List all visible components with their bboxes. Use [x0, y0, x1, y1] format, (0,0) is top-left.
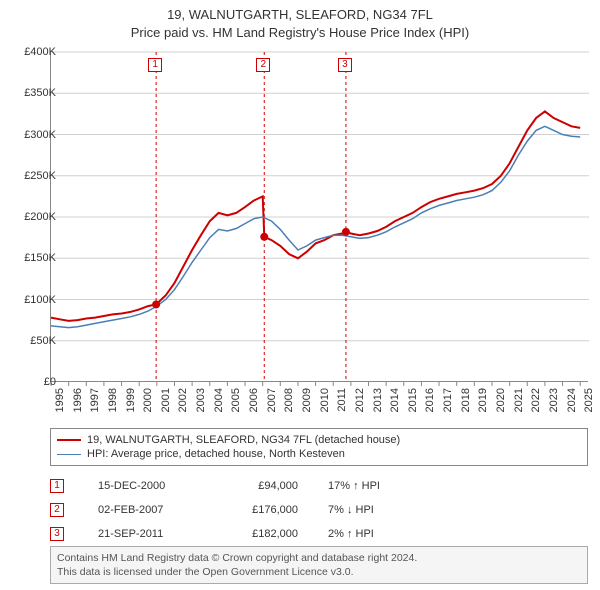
chart-plot-area [50, 52, 588, 382]
footer-licence: This data is licensed under the Open Gov… [57, 565, 581, 579]
x-axis-tick-label: 1999 [125, 388, 137, 412]
x-axis-tick-label: 2004 [213, 388, 225, 412]
sale-marker-flag: 2 [256, 58, 270, 72]
y-axis-tick-label: £50K [30, 335, 56, 347]
x-axis-tick-label: 2007 [266, 388, 278, 412]
legend-row: 19, WALNUTGARTH, SLEAFORD, NG34 7FL (det… [57, 433, 581, 447]
sale-vs-hpi: 7% ↓ HPI [328, 504, 438, 516]
x-axis-tick-label: 2012 [354, 388, 366, 412]
y-axis-tick-label: £350K [24, 87, 56, 99]
x-axis-tick-label: 2002 [177, 388, 189, 412]
x-axis-tick-label: 2017 [442, 388, 454, 412]
y-axis-tick-label: £400K [24, 46, 56, 58]
x-axis-tick-label: 2018 [460, 388, 472, 412]
x-axis-tick-label: 2010 [319, 388, 331, 412]
sale-vs-hpi: 17% ↑ HPI [328, 480, 438, 492]
sale-index-box: 3 [50, 527, 64, 541]
sale-vs-hpi: 2% ↑ HPI [328, 528, 438, 540]
sale-index-box: 1 [50, 479, 64, 493]
y-axis-tick-label: £0 [44, 376, 56, 388]
sale-date: 15-DEC-2000 [98, 480, 198, 492]
sale-marker-flag: 3 [338, 58, 352, 72]
y-axis-tick-label: £150K [24, 252, 56, 264]
chart-legend: 19, WALNUTGARTH, SLEAFORD, NG34 7FL (det… [50, 428, 588, 466]
x-axis-tick-label: 2020 [495, 388, 507, 412]
y-axis-tick-label: £300K [24, 129, 56, 141]
legend-label: HPI: Average price, detached house, Nort… [87, 448, 345, 460]
x-axis-tick-label: 2025 [583, 388, 595, 412]
x-axis-tick-label: 2006 [248, 388, 260, 412]
sale-row: 1 15-DEC-2000 £94,000 17% ↑ HPI [50, 474, 438, 498]
legend-label: 19, WALNUTGARTH, SLEAFORD, NG34 7FL (det… [87, 434, 400, 446]
x-axis-tick-label: 2008 [283, 388, 295, 412]
chart-title-address: 19, WALNUTGARTH, SLEAFORD, NG34 7FL [0, 6, 600, 24]
footer-copyright: Contains HM Land Registry data © Crown c… [57, 551, 581, 565]
x-axis-tick-label: 2005 [230, 388, 242, 412]
x-axis-tick-label: 2011 [336, 388, 348, 412]
y-axis-tick-label: £200K [24, 211, 56, 223]
legend-swatch [57, 454, 81, 455]
x-axis-tick-label: 2009 [301, 388, 313, 412]
x-axis-tick-label: 2003 [195, 388, 207, 412]
chart-subtitle: Price paid vs. HM Land Registry's House … [0, 24, 600, 42]
x-axis-tick-label: 2019 [477, 388, 489, 412]
x-axis-tick-label: 1996 [72, 388, 84, 412]
x-axis-tick-label: 2015 [407, 388, 419, 412]
price-chart-card: 19, WALNUTGARTH, SLEAFORD, NG34 7FL Pric… [0, 0, 600, 590]
legend-swatch [57, 439, 81, 441]
chart-svg [51, 52, 589, 382]
sale-row: 2 02-FEB-2007 £176,000 7% ↓ HPI [50, 498, 438, 522]
x-axis-tick-label: 1997 [89, 388, 101, 412]
sale-price: £94,000 [228, 480, 298, 492]
sales-table: 1 15-DEC-2000 £94,000 17% ↑ HPI 2 02-FEB-2007… [50, 474, 438, 546]
sale-marker-flag: 1 [148, 58, 162, 72]
x-axis-tick-label: 2021 [513, 388, 525, 412]
y-axis-tick-label: £100K [24, 294, 56, 306]
x-axis-tick-label: 1995 [54, 388, 66, 412]
sale-date: 21-SEP-2011 [98, 528, 198, 540]
attribution-footer: Contains HM Land Registry data © Crown c… [50, 546, 588, 584]
sale-price: £176,000 [228, 504, 298, 516]
legend-row: HPI: Average price, detached house, Nort… [57, 447, 581, 461]
x-axis-tick-label: 2022 [530, 388, 542, 412]
x-axis-tick-label: 2000 [142, 388, 154, 412]
x-axis-tick-label: 2014 [389, 388, 401, 412]
sale-index-box: 2 [50, 503, 64, 517]
x-axis-tick-label: 2016 [424, 388, 436, 412]
chart-title-block: 19, WALNUTGARTH, SLEAFORD, NG34 7FL Pric… [0, 0, 600, 42]
x-axis-tick-label: 2023 [548, 388, 560, 412]
x-axis-tick-label: 2001 [160, 388, 172, 412]
y-axis-tick-label: £250K [24, 170, 56, 182]
sale-date: 02-FEB-2007 [98, 504, 198, 516]
x-axis-tick-label: 1998 [107, 388, 119, 412]
sale-row: 3 21-SEP-2011 £182,000 2% ↑ HPI [50, 522, 438, 546]
x-axis-tick-label: 2013 [372, 388, 384, 412]
x-axis-tick-label: 2024 [566, 388, 578, 412]
sale-price: £182,000 [228, 528, 298, 540]
